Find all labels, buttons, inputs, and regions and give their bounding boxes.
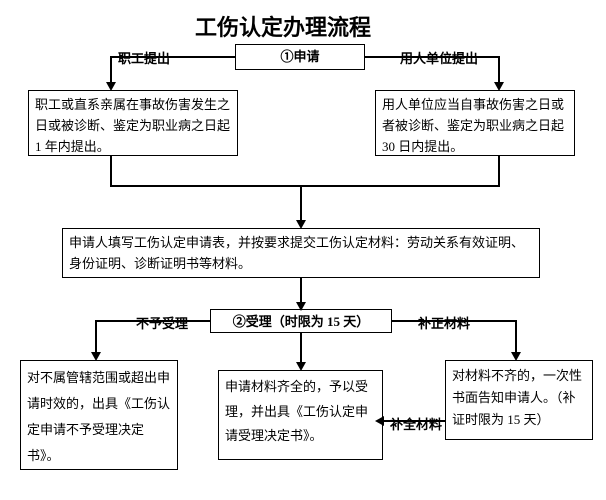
connector-line [498,56,500,84]
box-accept: ②受理（时限为 15 天） [210,309,392,333]
arrow-left-icon [375,416,384,426]
connector-line [110,185,500,187]
page-title: 工伤认定办理流程 [195,10,371,42]
connector-line [365,56,500,58]
box-reject: 对不属管辖范围或超出申请时效的，出具《工伤认定申请不予受理决定书》。 [20,360,178,470]
connector-line [383,420,445,422]
box-unit_rule: 用人单位应当自事故伤害之日或者被诊断、鉴定为职业病之日起 30 日内提出。 [375,90,575,156]
arrow-down-icon [494,82,504,91]
box-complete: 申请材料齐全的，予以受理，并出具《工伤认定申请受理决定书》。 [218,370,383,460]
arrow-down-icon [106,82,116,91]
connector-line [392,320,517,322]
label-no_accept: 不予受理 [136,313,188,332]
arrow-down-icon [91,352,101,361]
connector-line [110,156,112,186]
connector-line [300,333,302,365]
box-incomplete: 对材料不齐的，一次性书面告知申请人。（补证时限为 15 天） [445,360,593,440]
arrow-down-icon [511,352,521,361]
arrow-down-icon [296,302,306,311]
connector-line [95,320,210,322]
connector-line [498,156,500,186]
box-materials: 申请人填写工伤认定申请表，并按要求提交工伤认定材料：劳动关系有效证明、身份证明、… [62,228,540,278]
connector-line [300,185,302,223]
label-supplement2: 补全材料 [390,414,442,433]
connector-line [515,320,517,354]
label-supplement: 补正材料 [418,313,470,332]
arrow-down-icon [296,362,306,371]
box-emp_rule: 职工或直系亲属在事故伤害发生之日或被诊断、鉴定为职业病之日起 1 年内提出。 [28,90,238,156]
arrow-down-icon [296,220,306,229]
connector-line [110,56,112,84]
box-apply: ①申请 [235,44,365,70]
connector-line [95,320,97,354]
connector-line [110,56,235,58]
